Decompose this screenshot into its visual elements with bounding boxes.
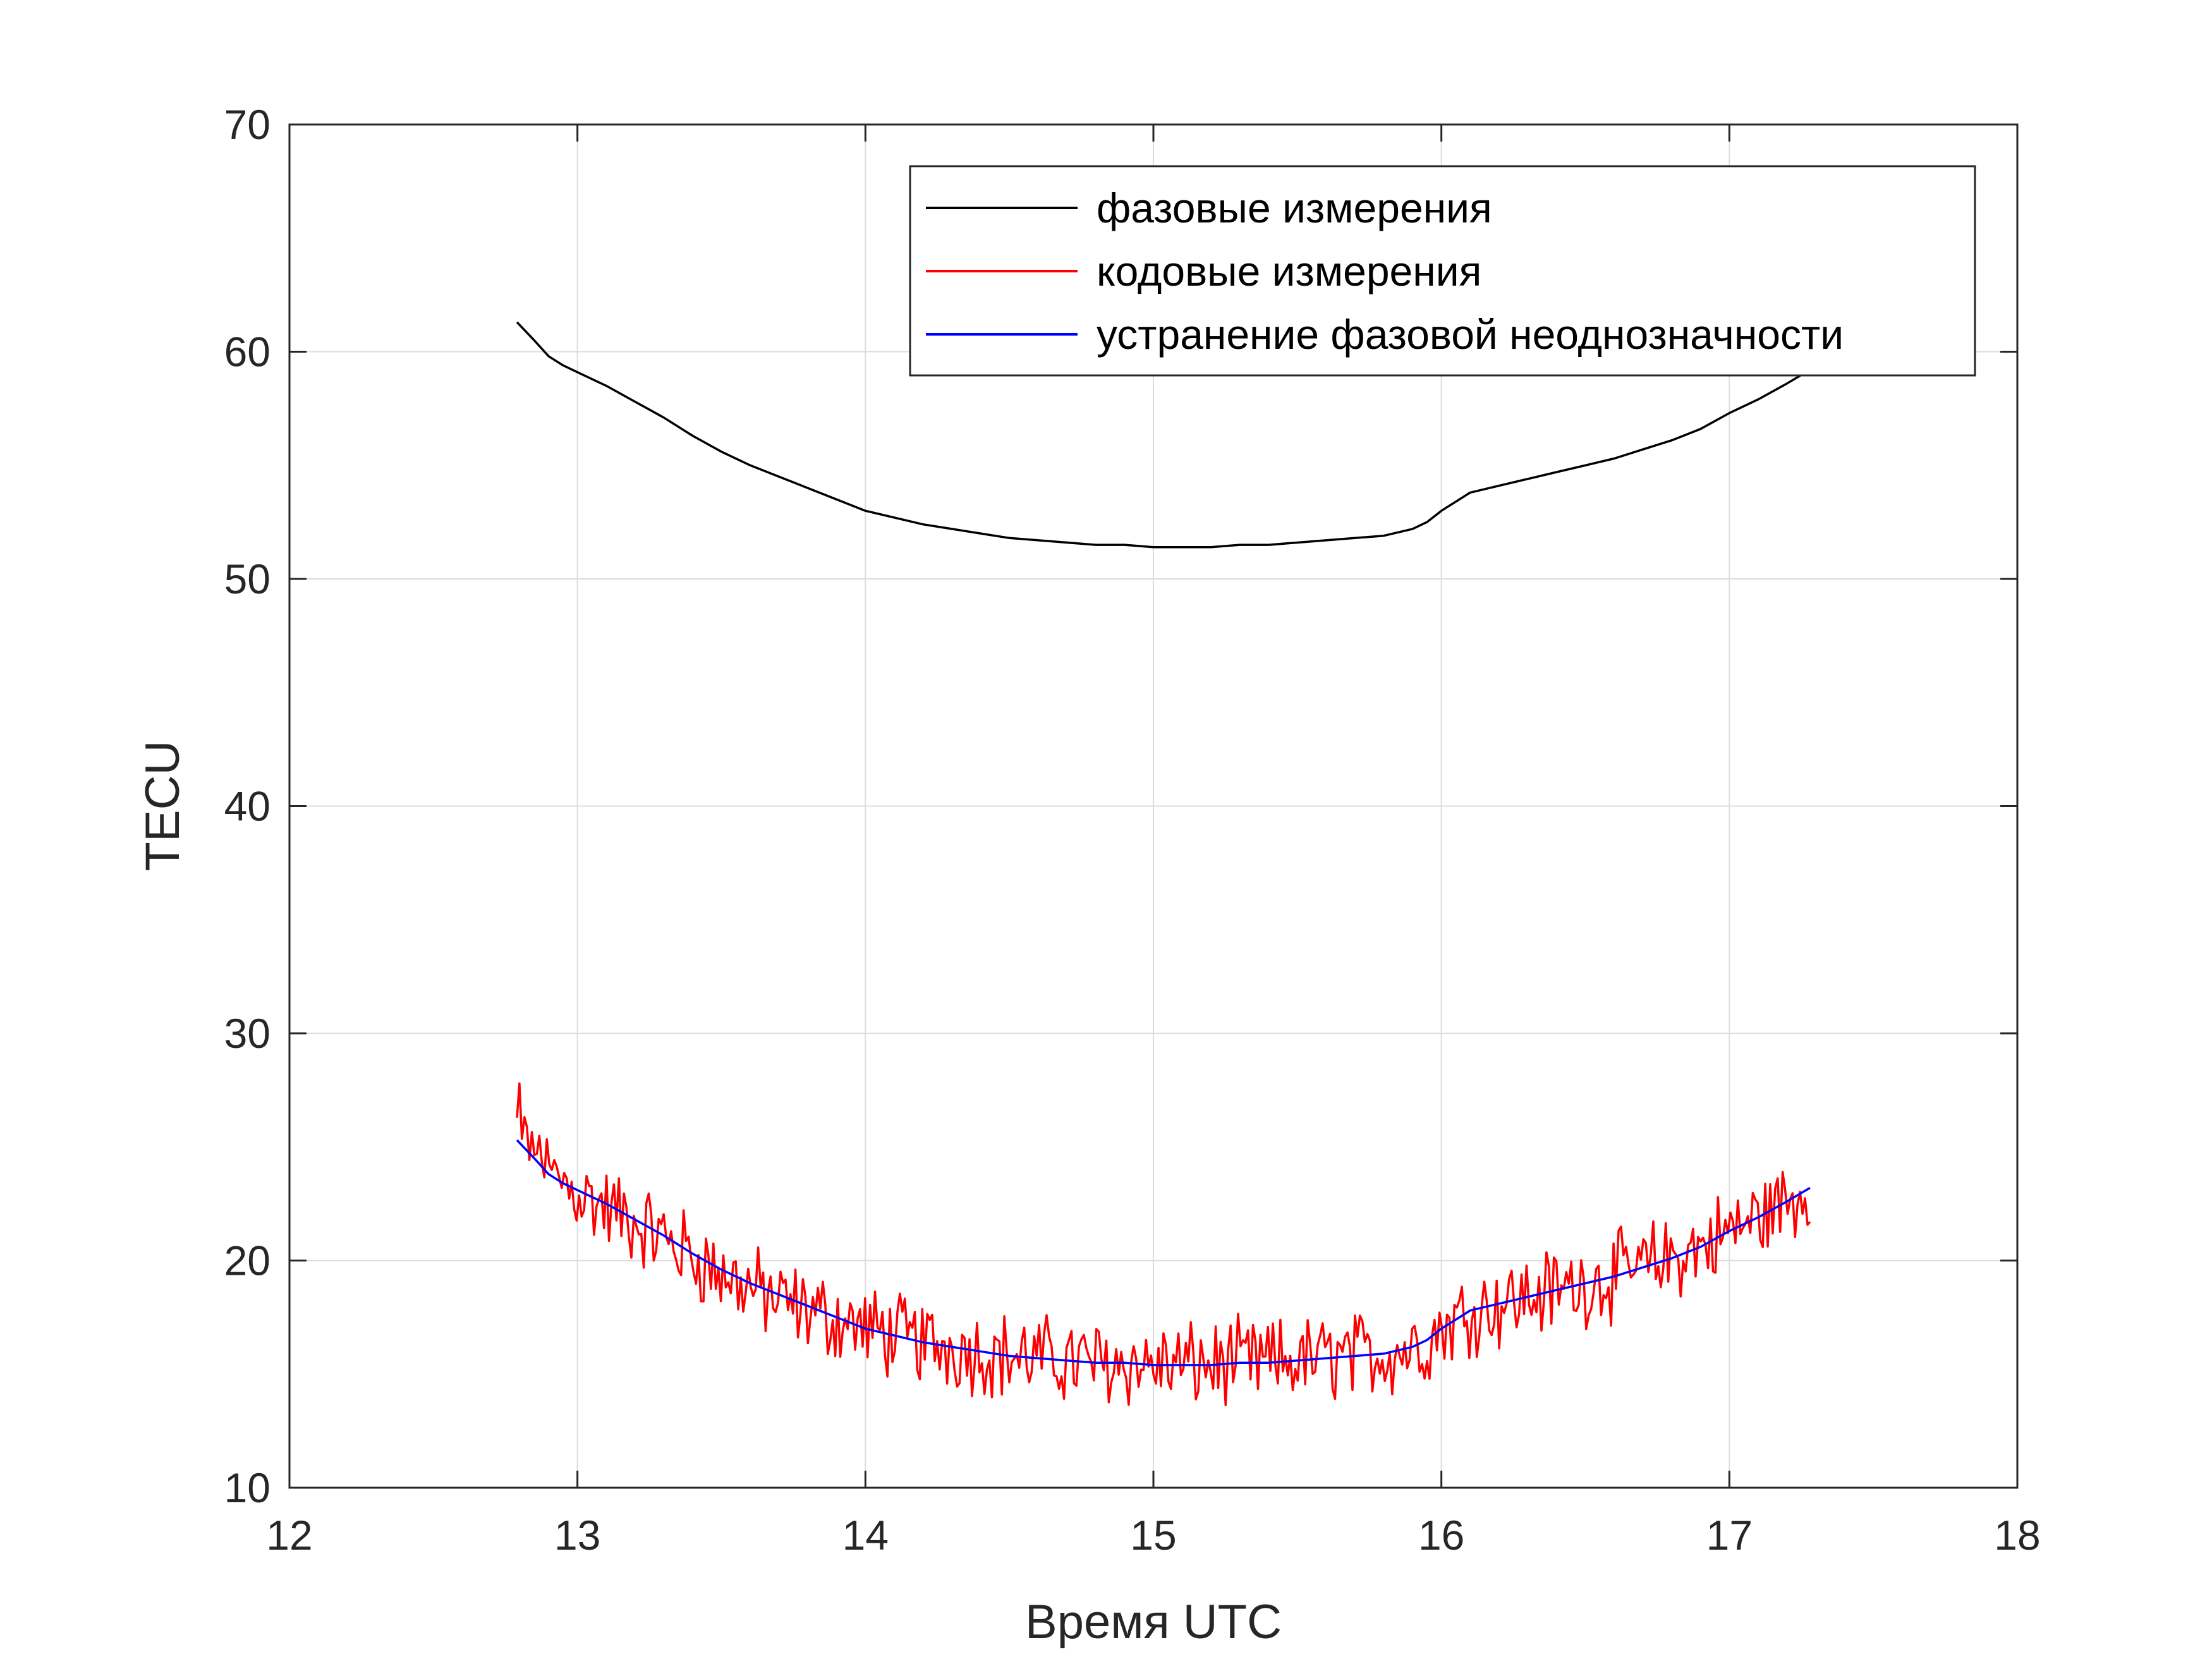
x-tick-label-2: 14: [842, 1512, 889, 1559]
y-tick-label-0: 10: [224, 1464, 270, 1511]
x-tick-label-4: 16: [1418, 1512, 1464, 1559]
x-tick-label-3: 15: [1130, 1512, 1176, 1559]
legend-label-ambiguity: устранение фазовой неоднозначности: [1097, 311, 1844, 358]
series-ambiguity-line: [516, 1139, 1811, 1366]
y-tick-label-5: 60: [224, 329, 270, 375]
x-tick-label-0: 12: [266, 1512, 312, 1559]
y-tick-label-3: 40: [224, 783, 270, 830]
legend-label-code: кодовые измерения: [1097, 248, 1481, 295]
x-tick-label-5: 17: [1706, 1512, 1753, 1559]
ticks: 12 13 14 15 16 17 18 10 20 30 40 50 60 70: [224, 101, 2041, 1559]
y-tick-label-2: 30: [224, 1010, 270, 1057]
y-axis-label: TECU: [136, 741, 190, 872]
y-tick-label-4: 50: [224, 556, 270, 602]
series-code-line: [516, 1082, 1811, 1407]
series-layer: [516, 321, 1811, 1407]
legend-label-phase: фазовые измерения: [1097, 185, 1492, 231]
x-axis-label: Время UTC: [1025, 1595, 1282, 1649]
legend-box: [909, 165, 1976, 377]
y-tick-label-6: 70: [224, 101, 270, 148]
x-tick-label-6: 18: [1994, 1512, 2040, 1559]
x-tick-label-1: 13: [554, 1512, 600, 1559]
y-tick-label-1: 20: [224, 1237, 270, 1284]
series-phase-line: [516, 321, 1811, 549]
legend: фазовые измерения кодовые измерения устр…: [909, 165, 1976, 377]
